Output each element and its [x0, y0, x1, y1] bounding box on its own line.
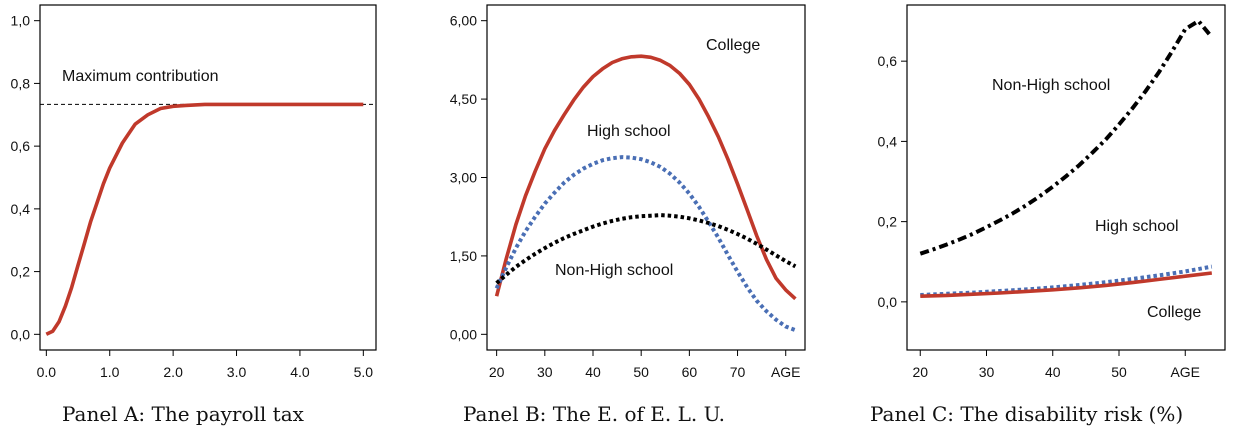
y-tick-label: 0,4	[878, 133, 898, 149]
y-tick-label: 3,00	[450, 170, 477, 186]
panel-a-caption: Panel A: The payroll tax	[62, 402, 304, 426]
x-tick-label: 70	[730, 364, 746, 380]
y-tick-label: 0,0	[878, 294, 898, 310]
panel-b-series	[494, 54, 797, 332]
panel-a-chart: 0.0 1.0 2.0 3.0 4.0 5.0 0,0 0,2 0,4 0,6 0,8 1,0 Max…	[11, 4, 377, 380]
y-tick-label: 4,50	[450, 91, 477, 107]
panel-c-series	[919, 19, 1214, 298]
series-line-college	[920, 271, 1213, 298]
panel-b-label-high-school: High school	[587, 123, 671, 140]
x-tick-label: AGE	[1170, 364, 1200, 380]
y-tick-label: 0,2	[11, 264, 31, 280]
panel-b-label-college: College	[706, 37, 760, 54]
y-tick-label: 0,6	[11, 138, 31, 154]
x-tick-label: AGE	[771, 364, 801, 380]
x-tick-label: 50	[1111, 364, 1127, 380]
y-tick-label: 0,00	[450, 326, 477, 342]
panel-a-ticks: 0.0 1.0 2.0 3.0 4.0 5.0 0,0 0,2 0,4 0,6 0,8 1,0	[11, 13, 374, 380]
x-tick-label: 40	[585, 364, 601, 380]
y-tick-label: 1,50	[450, 248, 477, 264]
x-tick-label: 2.0	[163, 364, 183, 380]
x-tick-label: 0.0	[37, 364, 57, 380]
panel-c-label-college: College	[1147, 304, 1201, 321]
series-line-non-high-school	[919, 19, 1214, 256]
panel-b-chart: 20 30 40 50 60 70 AGE 0,00 1,50 3,00 4,50 6,00 Coll…	[450, 4, 806, 380]
panel-c-caption: Panel C: The disability risk (%)	[870, 402, 1184, 426]
panel-c-ticks: 20 30 40 50 AGE 0,0 0,2 0,4 0,6	[878, 53, 1201, 380]
y-tick-label: 6,00	[450, 13, 477, 29]
x-tick-label: 30	[537, 364, 553, 380]
x-tick-label: 1.0	[100, 364, 120, 380]
panel-b-label-non-high-school: Non-High school	[555, 262, 673, 279]
panel-a-max-contribution-label: Maximum contribution	[62, 68, 219, 85]
y-tick-label: 0,8	[11, 75, 31, 91]
panel-a-frame	[39, 4, 377, 351]
panel-c-frame	[906, 4, 1226, 351]
panel-b-caption: Panel B: The E. of E. L. U.	[463, 402, 725, 426]
panel-c-label-high-school: High school	[1095, 218, 1179, 235]
x-tick-label: 3.0	[227, 364, 247, 380]
x-tick-label: 50	[633, 364, 649, 380]
series-line-college	[494, 54, 797, 301]
y-tick-label: 1,0	[11, 13, 31, 29]
x-tick-label: 20	[489, 364, 505, 380]
panel-c-label-non-high-school: Non-High school	[992, 77, 1110, 94]
panel-b-ticks: 20 30 40 50 60 70 AGE 0,00 1,50 3,00 4,50 6,00	[450, 13, 801, 380]
y-tick-label: 0,0	[11, 326, 31, 342]
y-tick-label: 0,4	[11, 201, 31, 217]
x-tick-label: 60	[682, 364, 698, 380]
x-tick-label: 20	[912, 364, 928, 380]
panel-a-series	[45, 102, 364, 336]
x-tick-label: 5.0	[354, 364, 374, 380]
series-line-high-school	[494, 155, 797, 332]
series-line-payroll-tax	[45, 102, 364, 336]
x-tick-label: 40	[1045, 364, 1061, 380]
series-line-non-high-school	[495, 213, 797, 285]
y-tick-label: 0,6	[878, 53, 898, 69]
series-line-high-school	[920, 264, 1213, 297]
x-tick-label: 30	[979, 364, 995, 380]
x-tick-label: 4.0	[290, 364, 310, 380]
y-tick-label: 0,2	[878, 214, 898, 230]
